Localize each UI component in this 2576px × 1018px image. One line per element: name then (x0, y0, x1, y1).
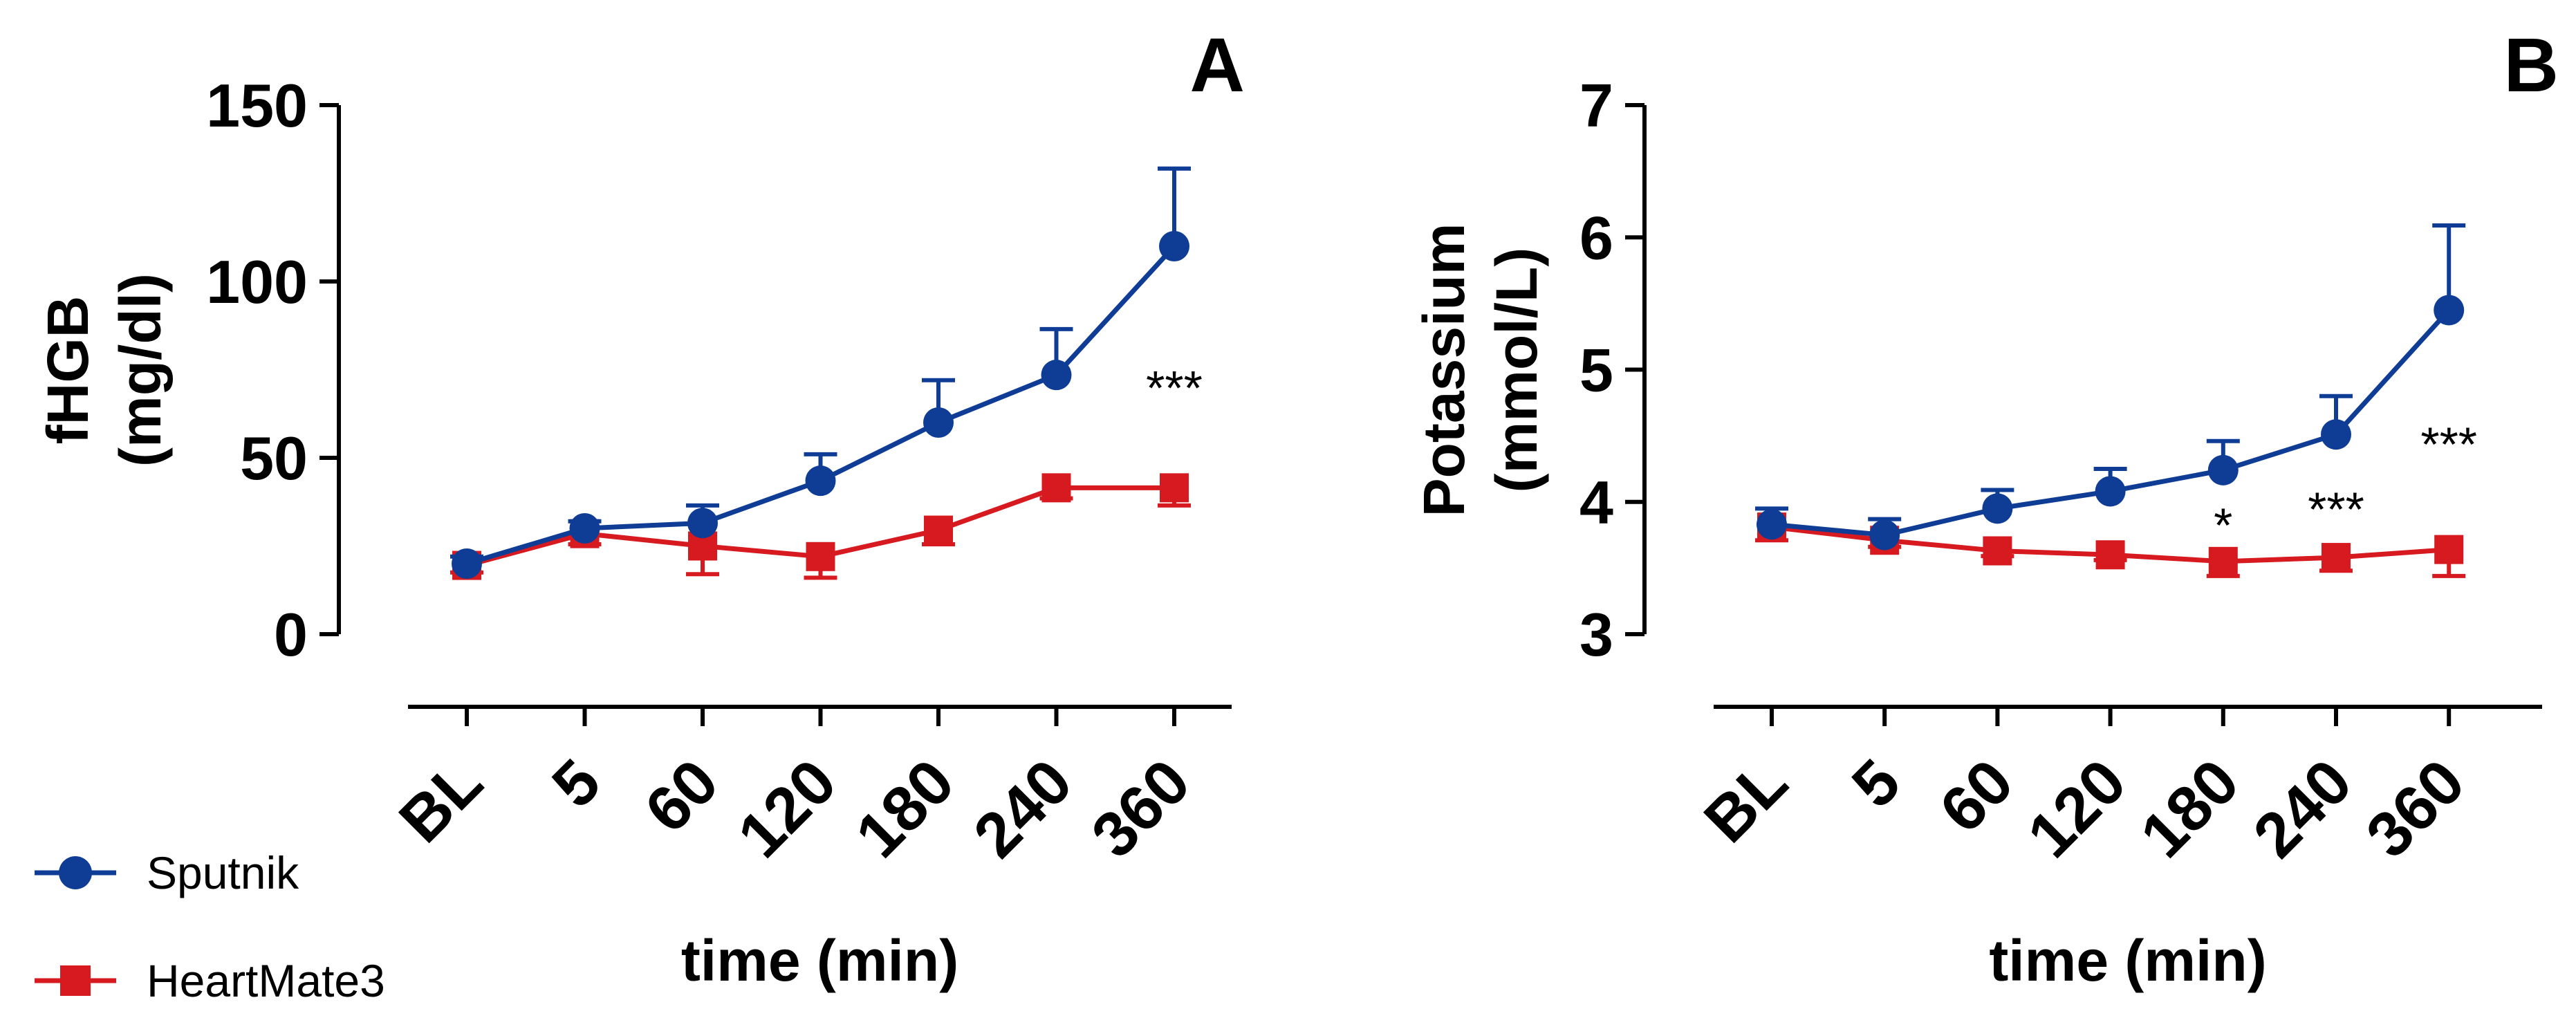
y-tick-label: 4 (1579, 468, 1613, 537)
legend-marker (59, 856, 92, 889)
data-point (1983, 536, 2012, 566)
data-point (1041, 360, 1072, 391)
x-tick-label: BL (386, 746, 496, 856)
x-tick-label: 5 (539, 746, 613, 821)
data-point (2207, 454, 2239, 485)
y-axis-label: (mmol/L) (1484, 248, 1549, 493)
data-point (2095, 540, 2125, 570)
x-tick-label: 60 (1927, 746, 2026, 846)
data-point (2095, 476, 2126, 507)
data-point (2434, 535, 2464, 564)
legend-label: Sputnik (147, 847, 299, 898)
x-tick-label: 120 (725, 746, 850, 871)
x-tick-label: 240 (2240, 746, 2365, 871)
y-tick-label: 100 (206, 248, 308, 316)
y-axis-label: fHGB (35, 296, 100, 445)
data-point (687, 508, 718, 539)
y-tick-label: 5 (1579, 336, 1613, 405)
legend-label: HeartMate3 (147, 955, 385, 1006)
y-tick-label: 3 (1579, 600, 1613, 669)
data-point (1159, 231, 1189, 261)
x-tick-label: 5 (1839, 746, 1914, 821)
series-line (465, 244, 1176, 566)
data-point (1982, 493, 2013, 524)
data-point (1757, 509, 1787, 540)
x-tick-label: 120 (2014, 746, 2140, 871)
x-axis-label: time (min) (681, 928, 958, 993)
significance-label: *** (1146, 361, 1203, 415)
y-axis-label: (mg/dl) (108, 273, 173, 467)
y-tick-label: 7 (1579, 71, 1613, 140)
data-point (2434, 295, 2465, 326)
legend-marker (60, 965, 91, 996)
significance-label: * (2214, 498, 2232, 552)
y-tick-label: 150 (206, 71, 308, 140)
legend: Sputnik HeartMate3 (35, 847, 385, 1006)
significance-label: *** (2420, 418, 2477, 472)
data-point (923, 407, 954, 438)
y-tick-label: 50 (240, 424, 308, 492)
data-point (569, 513, 600, 544)
x-tick-label: 180 (2127, 746, 2252, 871)
panel-letter: B (2504, 23, 2559, 108)
data-point (2321, 419, 2351, 450)
y-tick-label: 0 (274, 600, 308, 669)
data-point (1160, 473, 1189, 503)
data-point (452, 548, 482, 579)
series-sputnik (450, 166, 1191, 579)
data-point (2322, 543, 2351, 573)
x-tick-label: 360 (2353, 746, 2478, 871)
x-tick-label: 240 (961, 746, 1086, 871)
y-tick-label: 6 (1579, 203, 1613, 272)
data-point (806, 542, 835, 571)
legend-item-sputnik: Sputnik (35, 847, 299, 898)
data-point (805, 465, 836, 497)
x-axis-label: time (min) (1989, 928, 2266, 993)
data-point (1041, 473, 1071, 503)
data-point (2208, 546, 2238, 576)
x-tick-label: BL (1691, 746, 1801, 856)
x-tick-label: 180 (842, 746, 967, 871)
data-point (924, 515, 953, 545)
x-tick-label: 60 (632, 746, 732, 846)
panel-letter: A (1190, 23, 1245, 108)
y-axis-label: Potassium (1411, 223, 1476, 517)
x-tick-label: 360 (1078, 746, 1203, 871)
series-sputnik (1755, 223, 2466, 550)
data-point (1869, 519, 1900, 550)
legend-item-heartmate3: HeartMate3 (35, 955, 385, 1006)
significance-label: *** (2308, 482, 2364, 536)
